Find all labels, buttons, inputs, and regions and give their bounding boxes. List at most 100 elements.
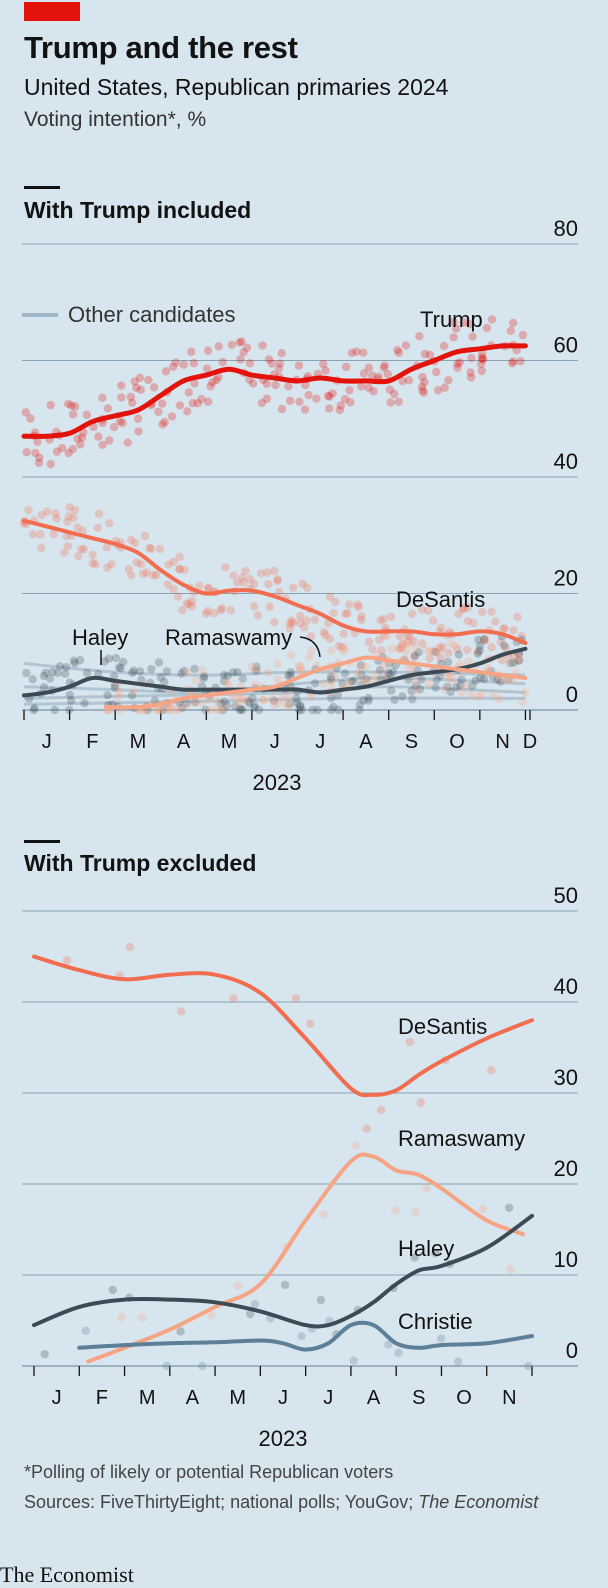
poll-dot [68,445,76,453]
poll-dot [456,358,464,366]
x-tick-label: N [495,731,509,753]
poll-dot [355,706,363,714]
poll-dot [412,1207,420,1215]
poll-dot [51,706,59,714]
poll-dot [137,560,145,568]
poll-dot [49,530,57,538]
poll-dot [147,545,155,553]
poll-dot [286,397,294,405]
poll-dot [30,704,38,712]
panel-1-title: With Trump included [24,197,251,224]
poll-dot [36,530,44,538]
y-tick-label: 20 [554,1156,578,1181]
poll-dot [283,703,291,711]
poll-dot [89,551,97,559]
poll-dot [187,348,195,356]
poll-dot [343,609,351,617]
poll-dot [143,568,151,576]
poll-dot [469,619,477,627]
y-tick-label: 40 [554,974,578,999]
x-tick-label: J [278,1387,288,1409]
x-tick-label: F [86,731,98,753]
poll-dot [80,699,88,707]
poll-dot [204,346,212,354]
poll-dot [144,376,152,384]
x-tick-label: M [229,1387,246,1409]
poll-dot [276,359,284,367]
poll-dot [417,1098,425,1106]
poll-dot [156,545,164,553]
poll-dot [342,363,350,371]
poll-dot [327,681,335,689]
poll-dot [420,378,428,386]
poll-dot [516,357,524,365]
poll-dot [180,361,188,369]
poll-dot [281,1281,289,1289]
poll-dot [377,1106,385,1114]
poll-dot [215,706,223,714]
series-label-haley: Haley [398,1236,454,1261]
poll-dot [177,1007,185,1015]
poll-dot [138,1313,146,1321]
poll-dot [478,691,486,699]
poll-dot [266,603,274,611]
poll-dot [204,607,212,615]
poll-dot [29,530,37,538]
poll-dot [105,436,113,444]
x-tick-label: A [359,731,373,753]
poll-dot [229,668,237,676]
poll-dot [329,609,337,617]
y-tick-label: 40 [554,449,578,474]
poll-dot [150,383,158,391]
poll-dot [307,646,315,654]
x-tick-label: M [221,731,238,753]
poll-dot [354,603,362,611]
y-tick-label: 60 [554,333,578,358]
poll-dot [488,643,496,651]
poll-dot [413,686,421,694]
x-tick-label: M [130,731,147,753]
poll-dot [116,417,124,425]
poll-dot [228,341,236,349]
sources-italic: The Economist [418,1492,538,1512]
poll-dot [387,645,395,653]
poll-dot [480,635,488,643]
poll-dot [345,679,353,687]
poll-dot [495,695,503,703]
poll-dot [444,649,452,657]
poll-dot [126,943,134,951]
poll-dot [326,635,334,643]
poll-dot [441,685,449,693]
poll-dot [418,386,426,394]
footnote: *Polling of likely or potential Republic… [24,1462,393,1483]
poll-dot [51,509,59,517]
poll-dot [295,361,303,369]
poll-dot [234,1281,242,1289]
poll-dot [394,1349,402,1357]
poll-dot [352,347,360,355]
poll-dot [218,358,226,366]
poll-dot [168,412,176,420]
poll-dot [405,376,413,384]
poll-dot [22,669,30,677]
legend-label-other: Other candidates [68,302,236,327]
poll-dot [398,692,406,700]
poll-dot [213,697,221,705]
poll-dot [483,324,491,332]
poll-dot [204,584,212,592]
poll-dot [463,646,471,654]
poll-dot [207,1311,215,1319]
poll-dot [387,687,395,695]
poll-dot [284,382,292,390]
poll-dot [491,617,499,625]
poll-dot [508,359,516,367]
poll-dot [298,580,306,588]
sources-text: Sources: FiveThirtyEight; national polls… [24,1492,418,1512]
poll-dot [69,514,77,522]
poll-dot [476,673,484,681]
poll-dot [296,663,304,671]
poll-dot [134,415,142,423]
poll-dot [251,1300,259,1308]
poll-dot [141,532,149,540]
poll-dot [295,398,303,406]
